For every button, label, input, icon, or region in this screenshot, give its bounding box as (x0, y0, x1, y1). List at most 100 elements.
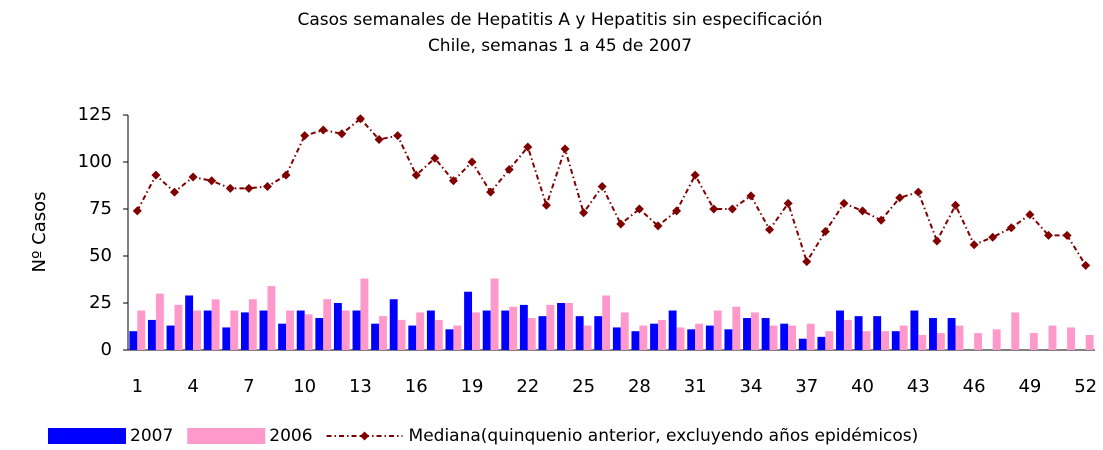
x-tick-label: 28 (628, 376, 651, 397)
bar (881, 331, 890, 350)
bar (538, 316, 547, 350)
bar (129, 331, 138, 350)
bar (873, 316, 882, 350)
bar (426, 310, 435, 350)
line (136, 117, 1087, 266)
bar (155, 293, 164, 350)
marker (597, 181, 607, 191)
bar (304, 314, 313, 350)
bar (650, 323, 658, 350)
x-tick-label: 46 (963, 376, 986, 397)
marker (820, 227, 830, 237)
marker (783, 198, 793, 208)
bar (286, 310, 294, 350)
bar (676, 327, 685, 350)
bar (490, 278, 499, 350)
marker (1081, 260, 1091, 270)
bar (936, 333, 945, 350)
bar (371, 323, 380, 350)
bar (947, 318, 956, 350)
x-tick-label: 49 (1018, 376, 1041, 397)
marker (467, 157, 477, 167)
bar (240, 312, 249, 350)
marker (858, 206, 868, 216)
bar (695, 323, 704, 350)
marker (709, 204, 719, 214)
marker (839, 198, 849, 208)
marker (932, 236, 942, 246)
marker (672, 206, 682, 216)
marker (188, 172, 198, 182)
marker (1025, 210, 1035, 220)
bar (899, 325, 908, 350)
marker (355, 114, 365, 124)
marker (225, 183, 235, 193)
marker (1006, 223, 1016, 233)
marker (653, 221, 663, 231)
bar (278, 323, 287, 350)
bar (501, 310, 510, 350)
bar (259, 310, 268, 350)
bar (174, 304, 183, 350)
x-tick-label: 22 (516, 376, 539, 397)
bar (798, 338, 807, 350)
bar (211, 299, 220, 350)
legend-label: Mediana(quinquenio anterior, excluyendo … (409, 426, 919, 446)
marker (579, 208, 589, 218)
bar (836, 310, 844, 350)
marker (300, 131, 310, 141)
y-tick-label: 75 (89, 198, 112, 219)
x-tick-label: 7 (243, 376, 254, 397)
bar (546, 304, 555, 350)
marker (523, 142, 533, 152)
bar (315, 318, 324, 350)
bar (193, 310, 201, 350)
bar (891, 331, 900, 350)
bar (509, 306, 518, 350)
bar (352, 310, 361, 350)
bar (416, 312, 425, 350)
bar (806, 323, 815, 350)
bar (397, 319, 406, 350)
marker (765, 225, 775, 235)
bar (992, 329, 1001, 350)
marker (951, 200, 961, 210)
marker (504, 165, 514, 175)
bar (482, 310, 491, 350)
bar (575, 316, 584, 350)
bar (445, 329, 454, 350)
marker (262, 181, 272, 191)
marker (727, 204, 737, 214)
bar (389, 299, 398, 350)
bar (434, 319, 443, 350)
chart-subtitle: Chile, semanas 1 a 45 de 2007 (428, 36, 692, 56)
x-tick-label: 37 (795, 376, 818, 397)
bar (1011, 312, 1020, 350)
bar (705, 325, 714, 350)
bar (769, 325, 778, 350)
legend-label: 2007 (130, 426, 173, 446)
bar (464, 291, 473, 350)
bar (185, 295, 194, 350)
bar (825, 331, 834, 350)
marker (913, 187, 923, 197)
marker (1044, 230, 1054, 240)
marker (690, 170, 700, 180)
bar (203, 310, 212, 350)
x-tick-label: 13 (349, 376, 372, 397)
bar (341, 310, 350, 350)
bar (929, 318, 937, 350)
marker (430, 153, 440, 163)
marker (616, 219, 626, 229)
bar (631, 331, 640, 350)
bar (222, 327, 231, 350)
bar (620, 312, 629, 350)
marker (337, 129, 347, 139)
legend-swatch (187, 428, 266, 444)
marker (969, 240, 979, 250)
bar (296, 310, 305, 350)
bar (248, 299, 257, 350)
bar (1048, 325, 1057, 350)
bar (843, 319, 852, 350)
